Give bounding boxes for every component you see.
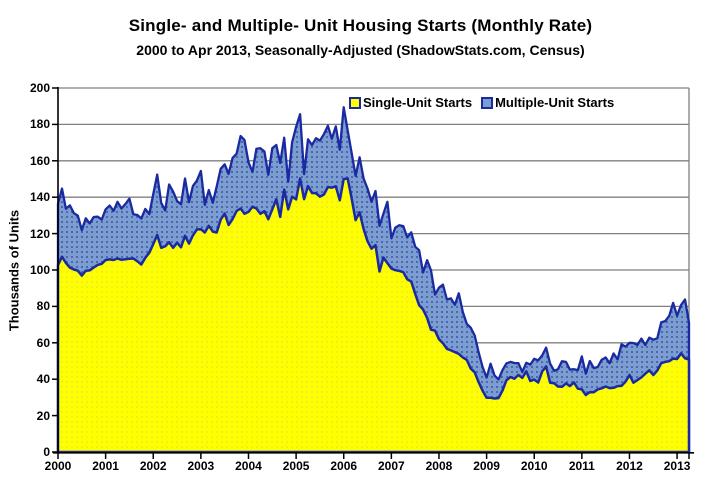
y-tick-label: 40 bbox=[36, 372, 50, 387]
x-tick-label: 2004 bbox=[235, 459, 262, 473]
y-tick-label: 180 bbox=[29, 117, 50, 132]
area-single-unit bbox=[56, 177, 691, 454]
x-tick-label: 2000 bbox=[44, 459, 72, 473]
y-tick-label: 100 bbox=[29, 263, 50, 277]
x-tick-label: 2002 bbox=[139, 459, 167, 473]
y-tick-label: 200 bbox=[29, 81, 50, 95]
legend-item-multiple: Multiple-Unit Starts bbox=[481, 95, 614, 110]
x-tick-label: 2005 bbox=[282, 459, 310, 473]
x-tick-label: 2008 bbox=[425, 459, 453, 473]
legend-label-multiple: Multiple-Unit Starts bbox=[495, 95, 615, 110]
x-tick-label: 2012 bbox=[616, 459, 643, 473]
chart-title: Single- and Multiple- Unit Housing Start… bbox=[128, 16, 593, 35]
x-tick-label: 2001 bbox=[92, 459, 119, 473]
single-unit-swatch-icon bbox=[349, 96, 361, 109]
x-tick-label: 2003 bbox=[187, 459, 215, 473]
legend: Single-Unit Starts Multiple-Unit Starts bbox=[349, 95, 614, 110]
y-tick-label: 140 bbox=[29, 190, 50, 205]
legend-label-single: Single-Unit Starts bbox=[363, 95, 473, 110]
y-tick-label: 0 bbox=[43, 445, 50, 459]
legend-item-single: Single-Unit Starts bbox=[349, 95, 472, 110]
x-tick-label: 2013 bbox=[663, 459, 691, 473]
x-tick-label: 2011 bbox=[568, 459, 595, 473]
x-tick-label: 2010 bbox=[520, 459, 548, 473]
x-tick-label: 2006 bbox=[330, 459, 358, 473]
x-tick-label: 2009 bbox=[473, 459, 500, 473]
x-tick-label: 2007 bbox=[377, 459, 405, 473]
multiple-unit-swatch-icon bbox=[481, 96, 494, 109]
y-tick-label: 120 bbox=[29, 226, 50, 241]
y-tick-label: 80 bbox=[36, 299, 50, 314]
chart-subtitle: 2000 to Apr 2013, Seasonally-Adjusted (S… bbox=[136, 42, 585, 58]
y-tick-label: 160 bbox=[29, 153, 50, 168]
y-tick-label: 60 bbox=[36, 335, 50, 350]
y-tick-label: 20 bbox=[36, 408, 50, 423]
